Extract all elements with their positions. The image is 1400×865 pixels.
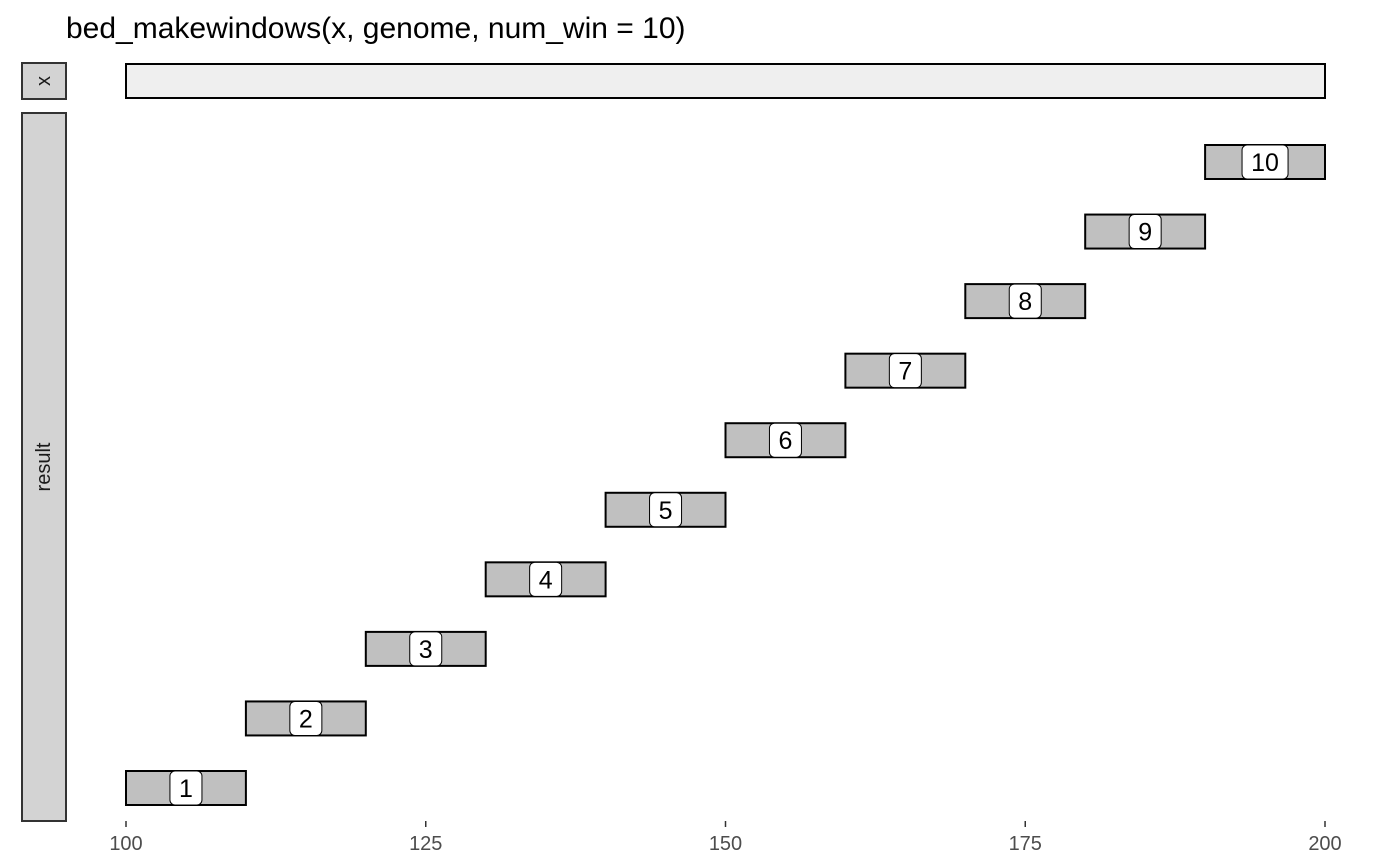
interval-label-6: 6 <box>778 427 792 455</box>
interval-label-2: 2 <box>299 705 313 733</box>
interval-marks: 1 2 3 4 5 6 7 8 9 10 <box>125 63 1326 806</box>
panel-strip-label-result: result <box>33 442 55 491</box>
interval-label-box-4 <box>529 561 563 597</box>
interval-label-1: 1 <box>179 775 193 803</box>
interval-label-box-6 <box>768 422 802 458</box>
x-tick-label-150: 150 <box>709 833 742 855</box>
panel-strip-result <box>21 112 67 822</box>
interval-label-3: 3 <box>419 636 433 664</box>
chart-title: bed_makewindows(x, genome, num_win = 10) <box>66 12 686 45</box>
interval-x-1 <box>125 63 1326 99</box>
panel-strip-label-x: x <box>33 76 55 86</box>
interval-label-10: 10 <box>1251 149 1279 177</box>
interval-label-8: 8 <box>1018 288 1032 316</box>
interval-label-7: 7 <box>898 358 912 386</box>
interval-label-box-3 <box>409 631 443 667</box>
interval-label-box-10 <box>1241 144 1289 180</box>
x-tick-label-100: 100 <box>109 833 142 855</box>
x-tick-label-125: 125 <box>409 833 442 855</box>
interval-label-5: 5 <box>659 497 673 525</box>
x-tick-label-175: 175 <box>1009 833 1042 855</box>
interval-label-box-9 <box>1128 214 1162 250</box>
panel-strips: x result <box>21 62 67 822</box>
interval-label-box-7 <box>888 353 922 389</box>
interval-label-9: 9 <box>1138 219 1152 247</box>
x-axis: 100 125 150 175 200 <box>109 821 1342 855</box>
interval-label-box-2 <box>289 700 323 736</box>
interval-label-box-5 <box>649 492 683 528</box>
interval-label-box-8 <box>1008 283 1042 319</box>
interval-label-4: 4 <box>539 566 553 594</box>
panel-strip-x <box>21 62 67 100</box>
interval-label-box-1 <box>169 770 203 806</box>
x-tick-label-200: 200 <box>1308 833 1341 855</box>
